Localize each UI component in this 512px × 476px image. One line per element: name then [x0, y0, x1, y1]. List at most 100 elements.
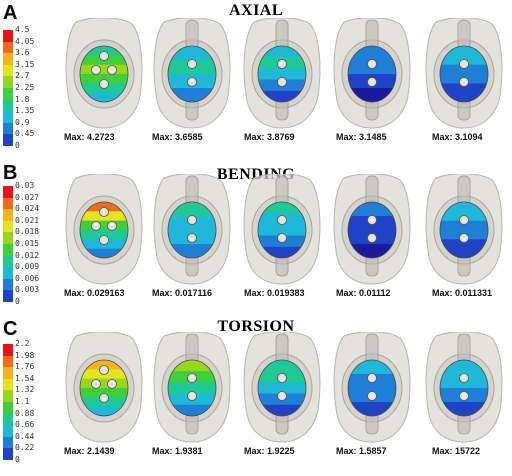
fea-model-image: [62, 332, 146, 444]
max-value-label: Max: 0.01112: [336, 288, 391, 298]
legend-swatch: [3, 267, 13, 279]
legend-row: 3.6: [3, 48, 48, 65]
legend-row: 1.8: [3, 95, 48, 112]
bone-model: [333, 332, 411, 443]
legend-swatch: [3, 186, 13, 198]
color-legend: 4.5 4.05 3.6 3.15 2.7 2.25 1.8 1.35 0.9 0.45 0: [3, 25, 48, 158]
legend-row: 0.009: [3, 262, 48, 279]
legend-tick-label: 1.98: [15, 350, 35, 360]
bone-model: [153, 18, 231, 129]
bone-model: [425, 332, 503, 443]
legend-swatch: [3, 425, 13, 437]
legend-swatch: [3, 99, 13, 112]
legend-swatch: [3, 413, 13, 426]
legend-row: 0.003: [3, 285, 48, 302]
legend-row: 4.05: [3, 37, 48, 54]
fea-model-image: [330, 174, 414, 286]
legend-swatch: [3, 355, 13, 368]
legend-tick-label: 4.5: [15, 25, 30, 34]
panel-torsion: C TORSION 2.2 1.98 1.76 1.54 1.32 1.1 0.88 0.66…: [0, 316, 512, 476]
panel-letter: C: [3, 318, 18, 340]
legend-row: 0: [3, 141, 48, 158]
fea-model-image: [422, 18, 506, 130]
fea-model-image: [330, 332, 414, 444]
color-legend: 0.03 0.027 0.024 0.021 0.018 0.015 0.012 0.009 0…: [3, 181, 48, 314]
legend-row: 4.5: [3, 25, 48, 42]
legend-row: 0: [3, 455, 48, 472]
legend-tick-label: 0.88: [15, 408, 35, 418]
fea-model-image: [240, 332, 324, 444]
fea-model-image: [62, 18, 146, 130]
legend-tick-label: 1.76: [15, 362, 35, 372]
panel-bending: B BENDING 0.03 0.027 0.024 0.021 0.018 0.015 0…: [0, 160, 512, 316]
fea-model-image: [240, 174, 324, 286]
legend-tick-label: 0.018: [15, 227, 40, 237]
legend-row: 0.88: [3, 409, 48, 426]
legend-tick-label: 0.22: [15, 443, 35, 453]
fea-model-image: [240, 18, 324, 130]
legend-row: 0.006: [3, 274, 48, 291]
bone-model: [425, 174, 503, 285]
legend-tick-label: 4.05: [15, 36, 35, 46]
max-value-label: Max: 1.5857: [336, 446, 387, 456]
fea-model-image: [330, 18, 414, 130]
legend-swatch: [3, 390, 13, 402]
legend-swatch: [3, 436, 13, 449]
bone-model: [65, 332, 143, 443]
legend-row: 3.15: [3, 60, 48, 77]
legend-tick-label: 0.9: [15, 117, 30, 127]
legend-row: 0.45: [3, 129, 48, 146]
bone-model: [65, 174, 143, 285]
bone-model: [153, 332, 231, 443]
panel-letter: B: [3, 162, 18, 184]
fea-model-image: [62, 174, 146, 286]
legend-swatch: [3, 134, 13, 146]
fea-model-image: [150, 174, 234, 286]
bone-model: [243, 332, 321, 443]
legend-row: 0.021: [3, 216, 48, 233]
legend-tick-label: 2.2: [15, 339, 30, 348]
legend-row: 0.018: [3, 227, 48, 244]
legend-row: 2.2: [3, 339, 48, 356]
legend-tick-label: 0: [15, 296, 20, 306]
legend-row: 0.024: [3, 204, 48, 221]
max-value-label: Max: 1.9381: [152, 446, 203, 456]
legend-tick-label: 0: [15, 454, 20, 464]
legend-swatch: [3, 243, 13, 256]
legend-row: 0.44: [3, 432, 48, 449]
bone-model: [333, 18, 411, 129]
fea-model-image: [150, 332, 234, 444]
max-value-label: Max: 0.029163: [64, 288, 125, 298]
max-value-label: Max: 0.017116: [152, 288, 213, 298]
legend-tick-label: 0.66: [15, 420, 35, 430]
legend-row: 0.015: [3, 239, 48, 256]
legend-row: 0.012: [3, 251, 48, 268]
legend-row: 1.76: [3, 362, 48, 379]
legend-swatch: [3, 111, 13, 123]
legend-tick-label: 0: [15, 140, 20, 150]
legend-tick-label: 0.006: [15, 273, 40, 283]
max-value-label: Max: 2.1439: [64, 446, 115, 456]
legend-swatch: [3, 122, 13, 135]
legend-tick-label: 3.15: [15, 59, 35, 69]
legend-tick-label: 0.024: [15, 204, 40, 214]
legend-row: 1.35: [3, 106, 48, 123]
max-value-label: Max: 1.9225: [244, 446, 295, 456]
max-value-label: Max: 3.6585: [152, 132, 203, 142]
legend-swatch: [3, 64, 13, 77]
legend-tick-label: 0.021: [15, 215, 40, 225]
legend-tick-label: 0.44: [15, 431, 35, 441]
legend-row: 0: [3, 297, 48, 314]
bone-model: [425, 18, 503, 129]
max-value-label: Max: 4.2723: [64, 132, 115, 142]
legend-swatch: [3, 197, 13, 210]
legend-swatch: [3, 209, 13, 221]
legend-row: 1.54: [3, 374, 48, 391]
legend-swatch: [3, 220, 13, 233]
legend-row: 0.9: [3, 118, 48, 135]
legend-tick-label: 0.015: [15, 238, 40, 248]
max-value-label: Max: 0.011331: [432, 288, 493, 298]
legend-tick-label: 1.35: [15, 106, 35, 116]
legend-swatch: [3, 232, 13, 244]
legend-tick-label: 2.25: [15, 82, 35, 92]
